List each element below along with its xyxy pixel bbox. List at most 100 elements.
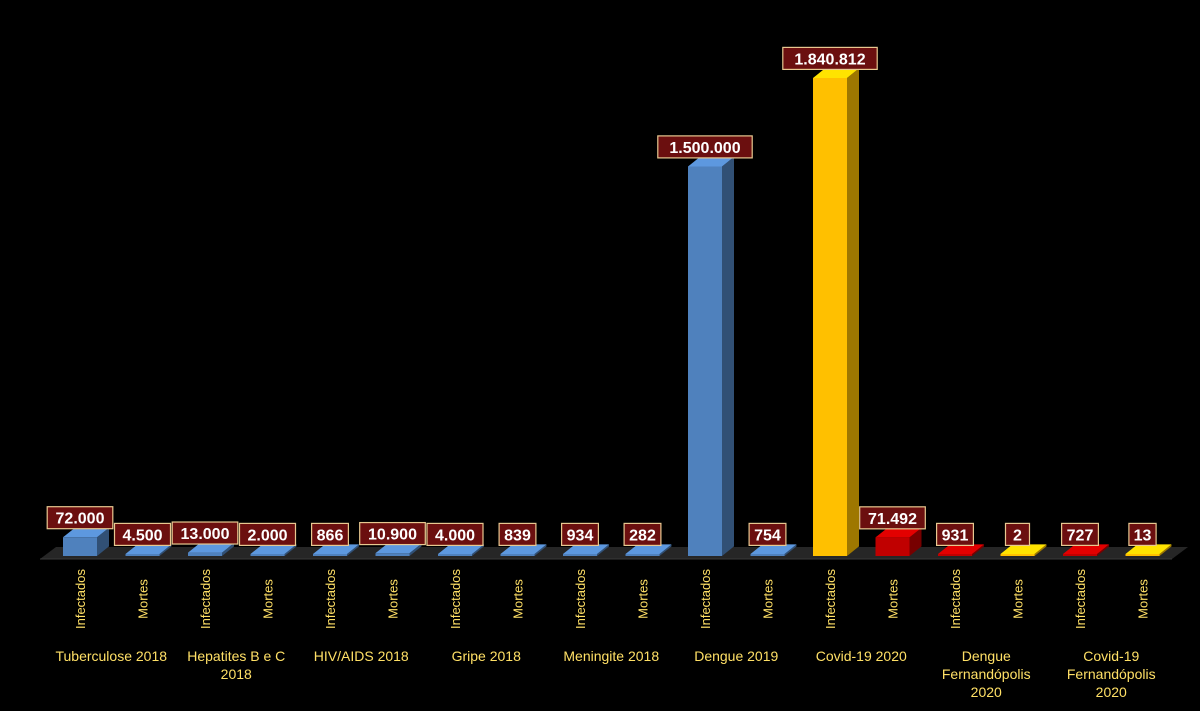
bar-7-0 bbox=[938, 544, 984, 556]
tick-label: Mortes bbox=[761, 579, 776, 619]
data-label-box bbox=[782, 46, 878, 71]
bar-front bbox=[188, 552, 222, 556]
group-label: Covid-19 2020 bbox=[816, 648, 907, 664]
data-label-box bbox=[171, 521, 239, 545]
data-label-box bbox=[859, 506, 926, 530]
bar-side bbox=[722, 156, 734, 556]
tick-label: Infectados bbox=[73, 569, 88, 629]
bar-top bbox=[625, 544, 672, 554]
bar-side bbox=[159, 544, 172, 556]
bar-front bbox=[125, 554, 160, 556]
data-label-box bbox=[1128, 522, 1157, 547]
bar-0-0 bbox=[63, 527, 109, 556]
bar-side bbox=[1034, 544, 1047, 556]
bar-top bbox=[563, 544, 609, 554]
group-label: Dengue bbox=[962, 648, 1011, 664]
data-label: 13.000 bbox=[181, 526, 230, 543]
group-label: Tuberculose 2018 bbox=[55, 648, 167, 664]
data-label: 10.900 bbox=[368, 527, 417, 544]
bar-front bbox=[1063, 554, 1097, 556]
data-label-box bbox=[1004, 522, 1031, 547]
tick-label: Mortes bbox=[136, 579, 151, 619]
group-label: Fernandópolis bbox=[942, 666, 1031, 682]
bar-top bbox=[250, 544, 297, 554]
group-label: HIV/AIDS 2018 bbox=[314, 648, 409, 664]
tick-label: Mortes bbox=[386, 579, 401, 619]
bar-3-1 bbox=[500, 544, 547, 556]
bar-1-0 bbox=[188, 543, 234, 556]
data-label-box bbox=[935, 522, 974, 547]
bar-8-1 bbox=[1125, 544, 1172, 556]
bar-2-1 bbox=[375, 543, 422, 556]
bar-6-1 bbox=[875, 527, 922, 556]
data-label: 13 bbox=[1134, 527, 1152, 544]
bar-front bbox=[625, 554, 660, 556]
bar-side bbox=[284, 544, 297, 556]
data-label: 934 bbox=[567, 527, 594, 544]
tick-label: Infectados bbox=[948, 569, 963, 629]
bar-top bbox=[125, 544, 172, 554]
bar-front bbox=[250, 554, 285, 556]
bar-4-0 bbox=[563, 544, 609, 556]
tick-label: Infectados bbox=[573, 569, 588, 629]
bar-top bbox=[313, 544, 359, 554]
data-label: 754 bbox=[754, 527, 781, 544]
bar-side bbox=[1159, 544, 1172, 556]
bar-top bbox=[63, 527, 109, 538]
group-label: 2018 bbox=[221, 666, 252, 682]
bar-front bbox=[63, 537, 97, 556]
bar-top bbox=[688, 156, 734, 167]
bar-front bbox=[875, 537, 910, 556]
bar-top bbox=[813, 68, 859, 78]
bar-side bbox=[534, 544, 547, 556]
data-label: 866 bbox=[317, 527, 344, 544]
data-label-box bbox=[498, 522, 537, 547]
bar-front bbox=[375, 553, 410, 556]
tick-label: Infectados bbox=[823, 569, 838, 629]
bar-5-1 bbox=[750, 544, 797, 556]
bar-front bbox=[1125, 554, 1160, 556]
data-label: 839 bbox=[504, 527, 531, 544]
bar-0-1 bbox=[125, 544, 172, 556]
bar-top bbox=[1063, 544, 1109, 554]
bar-side bbox=[597, 544, 609, 556]
data-label-box bbox=[657, 135, 753, 159]
bar-top bbox=[188, 543, 234, 553]
bar-front bbox=[1000, 554, 1035, 556]
tick-label: Mortes bbox=[511, 579, 526, 619]
bar-1-1 bbox=[250, 544, 297, 556]
data-label-box bbox=[623, 522, 662, 547]
tick-label: Mortes bbox=[261, 579, 276, 619]
group-label: Meningite 2018 bbox=[563, 648, 659, 664]
bar-side bbox=[847, 68, 859, 557]
data-label: 2.000 bbox=[247, 527, 287, 544]
data-label: 1.840.812 bbox=[794, 51, 865, 68]
bar-top bbox=[1125, 544, 1172, 554]
data-label: 1.500.000 bbox=[669, 140, 740, 157]
bar-top bbox=[875, 527, 922, 538]
bar-7-1 bbox=[1000, 544, 1047, 556]
data-label-box bbox=[359, 521, 426, 546]
group-label: 2020 bbox=[971, 684, 1002, 700]
bar-side bbox=[659, 544, 672, 556]
bar-side bbox=[972, 544, 984, 556]
bar-top bbox=[938, 544, 984, 554]
bar-side bbox=[97, 527, 109, 556]
bar-side bbox=[1097, 544, 1109, 556]
bar-top bbox=[1000, 544, 1047, 554]
tick-label: Mortes bbox=[636, 579, 651, 619]
tick-label: Infectados bbox=[1073, 569, 1088, 629]
bar-front bbox=[563, 554, 597, 556]
tick-label: Infectados bbox=[323, 569, 338, 629]
bar-front bbox=[438, 554, 472, 556]
group-label: Gripe 2018 bbox=[452, 648, 521, 664]
group-label: 2020 bbox=[1096, 684, 1127, 700]
tick-label: Mortes bbox=[1136, 579, 1151, 619]
data-label-box bbox=[46, 506, 114, 530]
data-label-box bbox=[113, 522, 172, 547]
bar-top bbox=[750, 544, 797, 554]
data-label-box bbox=[238, 522, 297, 547]
bar-side bbox=[409, 543, 422, 556]
